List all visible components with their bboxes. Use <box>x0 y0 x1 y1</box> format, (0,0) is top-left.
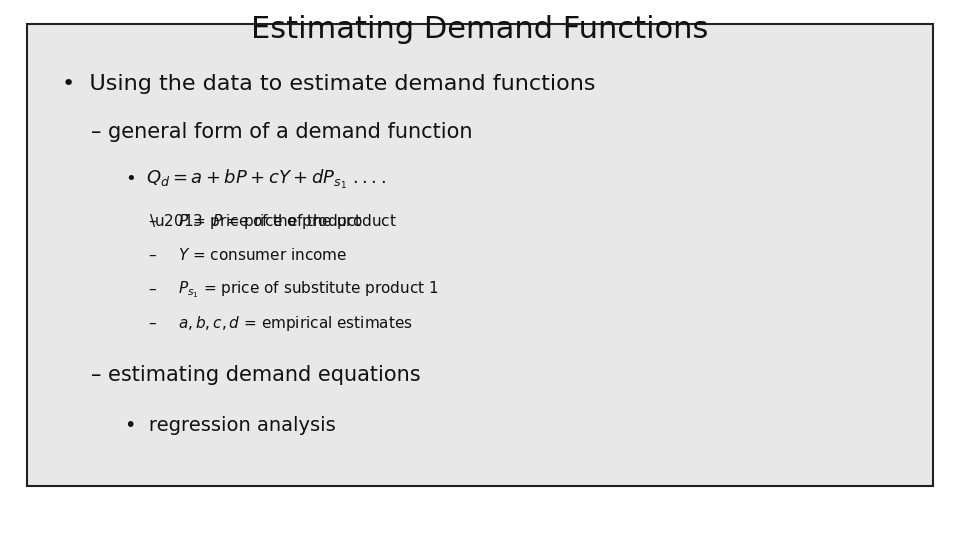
Text: $P_{s_1}$ = price of substitute product 1: $P_{s_1}$ = price of substitute product … <box>178 279 438 300</box>
Text: $P$ = price of the product: $P$ = price of the product <box>178 212 362 231</box>
Text: •  regression analysis: • regression analysis <box>125 416 336 435</box>
Text: $a, b, c, d$ = empirical estimates: $a, b, c, d$ = empirical estimates <box>178 314 413 333</box>
Text: •  Using the data to estimate demand functions: • Using the data to estimate demand func… <box>62 73 596 94</box>
Text: •: • <box>125 170 135 188</box>
Text: $Q_d = a + bP + cY + dP_{s_1}\ . . . .$: $Q_d = a + bP + cY + dP_{s_1}\ . . . .$ <box>146 168 386 191</box>
Text: –: – <box>149 316 166 331</box>
Text: –: – <box>149 282 166 297</box>
Text: Estimating Demand Functions: Estimating Demand Functions <box>252 15 708 44</box>
Text: –: – <box>149 248 166 263</box>
Text: –: – <box>149 214 166 229</box>
Text: – general form of a demand function: – general form of a demand function <box>91 122 472 143</box>
Text: – estimating demand equations: – estimating demand equations <box>91 364 420 385</box>
Text: $Y$ = consumer income: $Y$ = consumer income <box>178 247 347 264</box>
Text: \u2013  $P$ = price of the product: \u2013 $P$ = price of the product <box>149 212 396 231</box>
FancyBboxPatch shape <box>27 24 933 486</box>
